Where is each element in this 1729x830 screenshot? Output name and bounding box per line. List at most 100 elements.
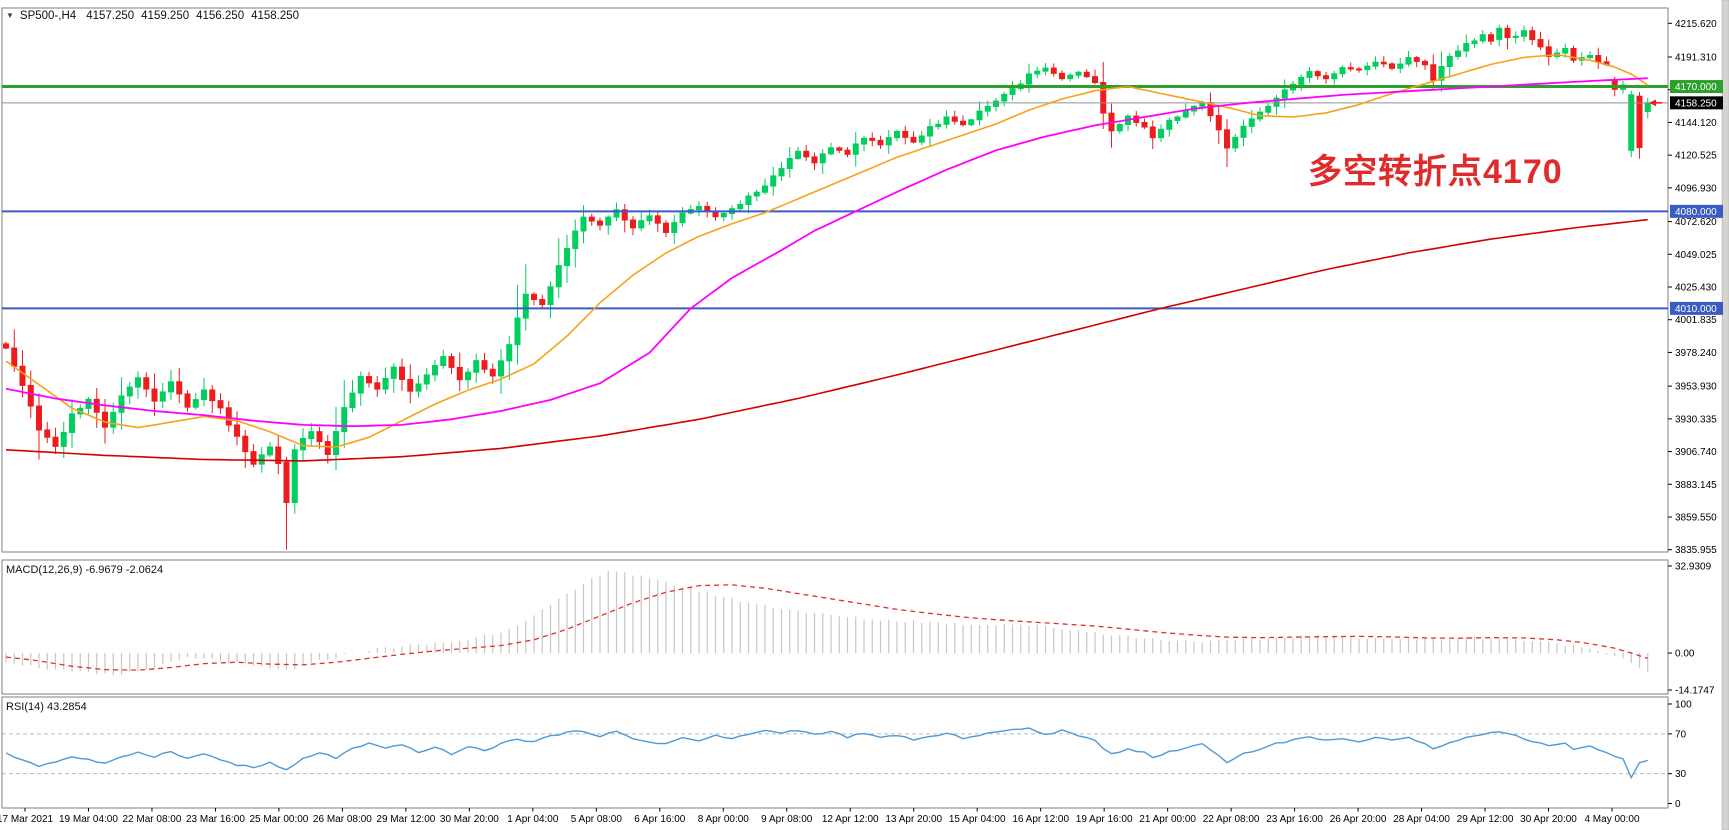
candle [1215,115,1222,131]
rsi-line [5,727,1648,780]
rsi-indicator-label: RSI(14) 43.2854 [6,701,87,713]
candle [621,209,628,221]
candle [283,461,290,503]
price-axis: 4215.6204191.3104167.7154144.1204120.525… [1668,19,1717,810]
candle [1471,40,1478,45]
time-tick-label: 23 Apr 16:00 [1266,814,1323,825]
candle [861,137,867,145]
candle [209,389,216,402]
symbol-dropdown-icon[interactable]: ▼ [6,11,14,20]
price-tick-label: 3859.550 [1675,512,1717,523]
candle [44,429,51,438]
candle [770,175,777,187]
candle [671,222,678,233]
candle [1644,102,1651,113]
candle [828,147,834,155]
candle [737,204,744,210]
candle [572,230,579,249]
candle [943,116,950,125]
price-arrow-icon [1649,99,1656,107]
macd-tick-label: 32.9309 [1675,561,1712,572]
candle [902,130,909,138]
rsi-tick-label: 100 [1675,700,1692,711]
candle [217,400,224,409]
candle [102,411,108,428]
candle [1331,73,1338,80]
candle [407,378,414,392]
price-label-4080.000: 4080.000 [1675,207,1717,218]
candle [588,216,595,222]
candle [201,389,207,401]
candle [184,393,191,408]
axis-price-labels: 4170.000 4080.000 4010.000 4158.250 [1670,80,1723,315]
candle [753,191,760,197]
candle [1149,126,1156,139]
candle [357,376,364,394]
price-tick-label: 3930.335 [1675,414,1717,425]
main-chart-panel [1,7,1669,553]
current-price-label-bg [1670,96,1723,110]
candle [316,431,323,443]
candle [696,205,702,211]
candle [580,216,587,232]
candle [811,156,818,164]
price-label-4170.000-bg[interactable] [1670,80,1723,94]
close-value: 4158.250 [251,10,300,22]
price-label-4080.000-bg[interactable] [1670,204,1723,218]
time-tick-label: 26 Mar 08:00 [313,814,372,825]
candle [440,356,447,367]
candle [456,366,463,381]
candle [547,286,554,306]
candle [1521,30,1527,37]
candle [1636,95,1643,149]
candle [885,137,892,146]
time-axis: 17 Mar 2021 19 Mar 04:00 22 Mar 08:00 23 Ma… [0,808,1640,825]
rsi-tick-label: 70 [1675,729,1687,740]
time-tick-label: 16 Apr 12:00 [1012,814,1069,825]
candle [1273,97,1280,107]
price-tick-label: 3978.240 [1675,348,1717,359]
price-label-4010.000-bg[interactable] [1670,301,1723,315]
candle [324,441,331,455]
candle [613,209,620,218]
candle [745,195,752,206]
candle [894,130,900,139]
candle [1537,39,1544,48]
price-tick-label: 3906.740 [1675,447,1717,458]
time-tick-label: 6 Apr 16:00 [634,814,686,825]
candle [1413,57,1420,62]
candle [69,413,75,433]
time-tick-label: 22 Mar 08:00 [122,814,181,825]
candle [910,136,917,143]
candle [275,446,282,465]
candle [1372,61,1379,67]
annotation-text[interactable]: 多空转折点4170 [1308,153,1563,191]
candle [1009,88,1016,95]
candle [19,365,26,386]
candle [135,377,141,388]
candle [654,215,661,224]
time-tick-label: 19 Mar 04:00 [59,814,118,825]
time-tick-label: 28 Apr 04:00 [1393,814,1450,825]
candle [638,220,645,229]
candle [1067,74,1074,80]
price-tick-label: 4215.620 [1675,19,1717,30]
moving-averages [5,53,1649,462]
candle [1166,119,1173,130]
price-tick-label: 4120.525 [1675,151,1717,162]
candle [927,126,933,137]
candle [1504,27,1511,38]
candle [522,293,529,319]
price-label-4170.000: 4170.000 [1675,82,1717,93]
candle [1224,129,1230,149]
candle [564,247,570,267]
candle [1100,82,1107,114]
candle [192,399,199,408]
candle [762,185,768,193]
candle [844,149,851,155]
candle [506,344,513,362]
rsi-series [5,727,1648,780]
candle [1116,123,1123,132]
low-value: 4156.250 [196,10,245,22]
